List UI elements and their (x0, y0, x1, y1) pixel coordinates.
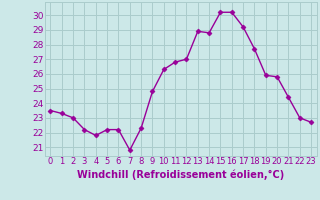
X-axis label: Windchill (Refroidissement éolien,°C): Windchill (Refroidissement éolien,°C) (77, 169, 284, 180)
